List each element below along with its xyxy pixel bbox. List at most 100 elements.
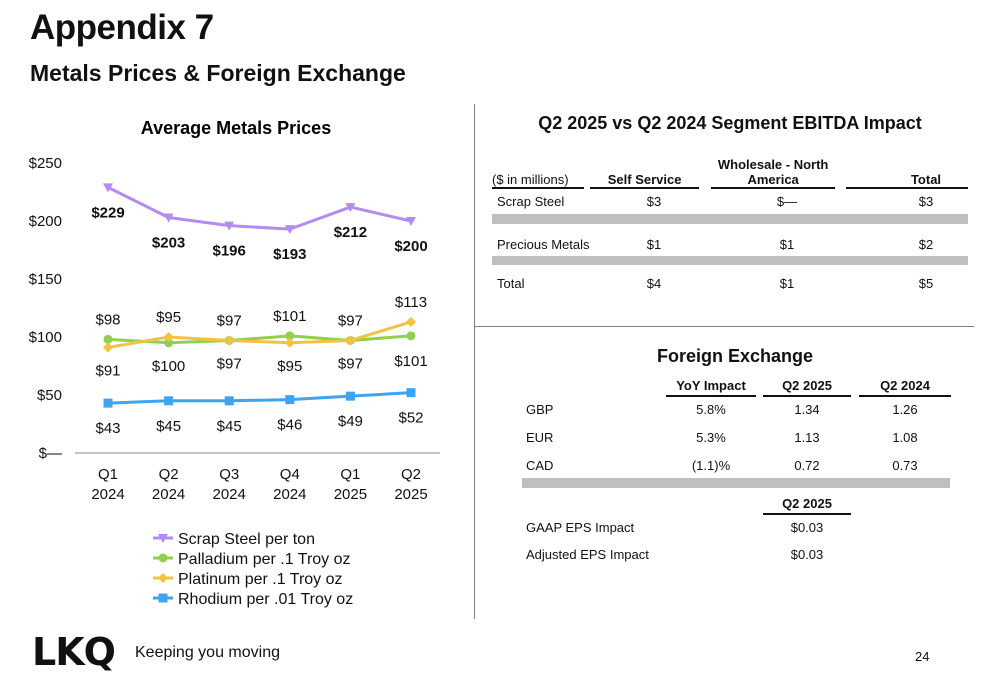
data-label: $100 (152, 358, 185, 375)
data-point-marker (224, 221, 235, 231)
fx-cell: 5.8% (696, 402, 726, 417)
ebitda-unit-label: ($ in millions) (492, 150, 585, 189)
horizontal-divider (474, 326, 974, 327)
data-label: $203 (152, 235, 185, 252)
ebitda-cell: $1 (779, 276, 795, 291)
ebitda-cell: $1 (646, 237, 662, 252)
data-label: $52 (398, 410, 423, 427)
page-title: Appendix 7 (30, 8, 214, 47)
data-point-marker (406, 388, 416, 398)
data-point-marker (103, 398, 113, 408)
data-point-marker (345, 203, 356, 213)
data-label: $97 (338, 312, 363, 329)
data-point-marker (284, 225, 295, 235)
ebitda-row-label: Scrap Steel (497, 194, 565, 209)
y-tick-label: $— (39, 445, 62, 462)
ebitda-cell: $2 (918, 237, 934, 252)
eps-header: Q2 2025 (763, 496, 851, 515)
fx-row-label: GBP (526, 402, 554, 417)
data-point-marker (103, 334, 113, 344)
ebitda-header-self-service: Self Service (589, 150, 700, 189)
data-label: $200 (394, 238, 427, 255)
data-point-marker (406, 217, 416, 226)
fx-cell: 1.08 (892, 430, 918, 445)
metals-price-chart: Average Metals Prices $—$50$100$150$200$… (29, 118, 440, 608)
data-point-marker (164, 338, 174, 348)
eps-cell: $0.03 (790, 520, 824, 535)
x-tick-label: Q2 2024 (152, 466, 185, 503)
legend-label: Scrap Steel per ton (178, 531, 315, 548)
legend-swatch-marker (158, 553, 168, 563)
legend-swatch-marker (158, 593, 168, 603)
ebitda-row-label: Precious Metals (497, 237, 590, 252)
data-point-marker (164, 396, 174, 406)
fx-separator-band (522, 478, 950, 488)
data-label: $95 (277, 358, 302, 375)
lkq-logo: LKQ (32, 630, 116, 674)
ebitda-cell: $3 (918, 194, 934, 209)
data-point-marker (224, 335, 235, 346)
data-label: $229 (91, 204, 124, 221)
legend-label: Rhodium per .01 Troy oz (178, 591, 353, 608)
x-tick-label: Q1 2025 (334, 466, 367, 503)
ebitda-header-total: Total (845, 150, 968, 189)
fx-header-yoy: YoY Impact (666, 378, 756, 397)
series-line (107, 391, 412, 405)
series-line (107, 334, 412, 345)
fx-cell: 0.73 (892, 458, 918, 473)
data-point-marker (103, 183, 113, 193)
data-point-marker (284, 337, 295, 348)
ebitda-title: Q2 2025 vs Q2 2024 Segment EBITDA Impact (538, 113, 922, 133)
y-tick-label: $100 (29, 329, 62, 346)
ebitda-cell: $5 (918, 276, 934, 291)
data-label: $91 (95, 362, 120, 379)
fx-row-label: CAD (526, 458, 554, 473)
ebitda-cell: $4 (646, 276, 662, 291)
tagline: Keeping you moving (135, 644, 280, 661)
ebitda-row-label: Total (497, 276, 525, 291)
data-label: $49 (338, 413, 363, 430)
chart-data-labels: $229 $203 $196 $193 $212 $200 $98 $95 $97 $101 $97… (91, 204, 427, 437)
x-tick-label: Q2 2025 (394, 466, 427, 503)
data-point-marker (285, 395, 295, 405)
page-subtitle: Metals Prices & Foreign Exchange (30, 60, 406, 86)
fx-title: Foreign Exchange (656, 346, 814, 366)
data-point-marker (345, 335, 356, 346)
data-point-marker (163, 213, 174, 223)
data-label: $97 (338, 355, 363, 372)
fx-cell: 5.3% (696, 430, 726, 445)
data-label: $45 (217, 418, 242, 435)
data-label: $43 (95, 420, 120, 437)
data-label: $97 (217, 312, 242, 329)
data-label: $113 (395, 294, 427, 311)
data-point-marker (406, 316, 416, 327)
fx-cell: 1.34 (794, 402, 820, 417)
ebitda-separator-band (492, 214, 968, 224)
data-label: $196 (213, 243, 246, 260)
data-point-marker (103, 342, 113, 353)
data-label: $97 (217, 355, 242, 372)
y-tick-label: $150 (29, 271, 62, 288)
y-tick-label: $200 (29, 213, 62, 230)
chart-axes: $— $50 $100 $150 $200 $250 Q1 2024 Q2 2024 Q3 2024 Q… (29, 155, 440, 503)
ebitda-cell: $— (776, 194, 798, 209)
x-tick-label: Q4 2024 (273, 466, 306, 503)
data-label: $101 (394, 353, 427, 370)
fx-header-q2-2024: Q2 2024 (859, 378, 951, 397)
ebitda-table: ($ in millions) Self Service Wholesale -… (492, 150, 968, 189)
eps-cell: $0.03 (790, 547, 824, 562)
y-tick-label: $50 (37, 387, 62, 404)
fx-cell: (1.1)% (691, 458, 731, 473)
legend-label: Platinum per .1 Troy oz (178, 571, 343, 588)
data-label: $98 (95, 311, 120, 328)
fx-cell: 1.26 (892, 402, 918, 417)
vertical-divider (474, 104, 475, 619)
data-label: $193 (273, 246, 306, 263)
ebitda-header-wholesale: Wholesale - North America (711, 150, 836, 189)
eps-row-label: Adjusted EPS Impact (526, 547, 649, 562)
data-point-marker (285, 331, 295, 341)
x-tick-label: Q3 2024 (213, 466, 246, 503)
data-point-marker (224, 396, 234, 406)
chart-series (103, 183, 416, 408)
ebitda-cell: $3 (646, 194, 662, 209)
